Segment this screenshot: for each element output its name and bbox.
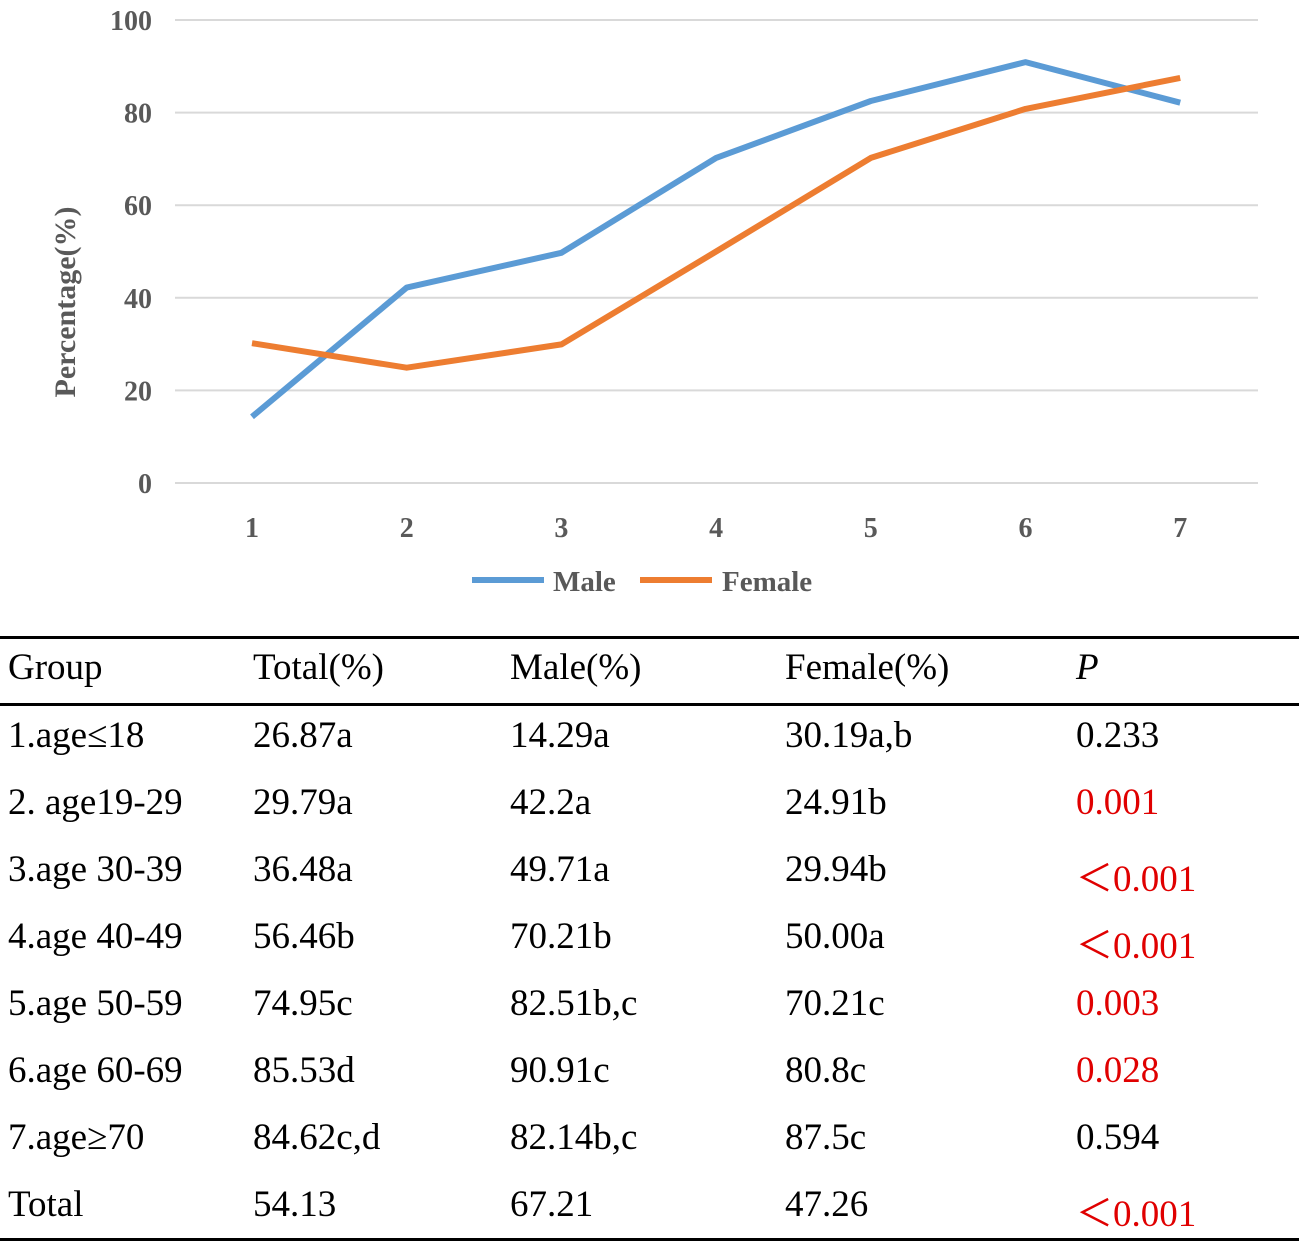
line-chart: 0 20 40 60 80 100 1 2 3 4 5 6 7 Percentage(%) Male F… — [49, 6, 1258, 598]
header-p: P — [1076, 647, 1099, 688]
x-tick-3: 3 — [554, 513, 568, 544]
y-tick-80: 80 — [124, 99, 152, 130]
cell-p: ＜0.001 — [1076, 926, 1197, 967]
header-female: Female(%) — [785, 647, 950, 688]
y-axis-ticks: 0 20 40 60 80 100 — [110, 6, 152, 500]
header-total: Total(%) — [253, 647, 384, 688]
cell-p: 0.001 — [1076, 782, 1160, 823]
header-group: Group — [8, 647, 103, 688]
cell-male: 82.14b,c — [510, 1117, 638, 1158]
x-tick-7: 7 — [1173, 513, 1187, 544]
cell-total: 54.13 — [253, 1184, 337, 1225]
x-tick-5: 5 — [864, 513, 878, 544]
cell-male: 49.71a — [510, 849, 610, 890]
cell-group: 4.age 40-49 — [8, 916, 183, 957]
cell-female: 24.91b — [785, 782, 887, 823]
legend: Male Female — [472, 566, 812, 598]
cell-group: 3.age 30-39 — [8, 849, 183, 890]
y-tick-0: 0 — [138, 469, 152, 500]
cell-male: 90.91c — [510, 1050, 610, 1091]
series-lines — [250, 59, 1181, 420]
header-male: Male(%) — [510, 647, 642, 688]
cell-male: 70.21b — [510, 916, 612, 957]
x-tick-6: 6 — [1019, 513, 1033, 544]
cell-p: 0.003 — [1076, 983, 1160, 1024]
table-top-rule — [0, 636, 1299, 639]
cell-p: ＜0.001 — [1076, 859, 1197, 900]
cell-total: 74.95c — [253, 983, 353, 1024]
series-line-male — [250, 59, 1181, 420]
cell-total: 29.79a — [253, 782, 353, 823]
cell-male: 67.21 — [510, 1184, 594, 1225]
table-header-rule — [0, 703, 1299, 706]
cell-group: 1.age≤18 — [8, 715, 145, 756]
cell-p: 0.028 — [1076, 1050, 1160, 1091]
table-bottom-rule — [0, 1238, 1299, 1241]
y-tick-100: 100 — [110, 6, 152, 37]
cell-p: 0.233 — [1076, 715, 1160, 756]
cell-female: 30.19a,b — [785, 715, 913, 756]
series-line-female — [251, 74, 1181, 371]
cell-total: 85.53d — [253, 1050, 355, 1091]
table-row: 4.age 40-49 56.46b 70.21b 50.00a ＜0.001 — [0, 907, 1299, 973]
y-tick-20: 20 — [124, 376, 152, 407]
cell-male: 82.51b,c — [510, 983, 638, 1024]
cell-group: 5.age 50-59 — [8, 983, 183, 1024]
y-tick-60: 60 — [124, 191, 152, 222]
x-tick-1: 1 — [245, 513, 259, 544]
table-row: 5.age 50-59 74.95c 82.51b,c 70.21c 0.003 — [0, 974, 1299, 1040]
cell-female: 47.26 — [785, 1184, 869, 1225]
cell-male: 14.29a — [510, 715, 610, 756]
legend-label-female: Female — [722, 566, 812, 598]
cell-group: 7.age≥70 — [8, 1117, 145, 1158]
cell-total: 56.46b — [253, 916, 355, 957]
cell-group: 2. age19-29 — [8, 782, 183, 823]
table-row: 1.age≤18 26.87a 14.29a 30.19a,b 0.233 — [0, 706, 1299, 772]
table-row: 6.age 60-69 85.53d 90.91c 80.8c 0.028 — [0, 1041, 1299, 1107]
x-axis-ticks: 1 2 3 4 5 6 7 — [245, 513, 1187, 544]
cell-total: 36.48a — [253, 849, 353, 890]
y-axis-label: Percentage(%) — [49, 206, 82, 397]
table-row: 7.age≥70 84.62c,d 82.14b,c 87.5c 0.594 — [0, 1108, 1299, 1174]
cell-group: Total — [8, 1184, 84, 1225]
cell-female: 70.21c — [785, 983, 885, 1024]
table-row: 3.age 30-39 36.48a 49.71a 29.94b ＜0.001 — [0, 840, 1299, 906]
table-header-row: Group Total(%) Male(%) Female(%) P — [0, 638, 1299, 704]
cell-female: 87.5c — [785, 1117, 867, 1158]
cell-male: 42.2a — [510, 782, 592, 823]
x-tick-2: 2 — [400, 513, 414, 544]
cell-female: 29.94b — [785, 849, 887, 890]
table-row: Total 54.13 67.21 47.26 ＜0.001 — [0, 1175, 1299, 1241]
cell-p: 0.594 — [1076, 1117, 1160, 1158]
cell-total: 26.87a — [253, 715, 353, 756]
x-tick-4: 4 — [709, 513, 723, 544]
cell-total: 84.62c,d — [253, 1117, 381, 1158]
legend-label-male: Male — [553, 566, 616, 598]
cell-p: ＜0.001 — [1076, 1194, 1197, 1235]
cell-group: 6.age 60-69 — [8, 1050, 183, 1091]
gridlines — [175, 19, 1258, 484]
cell-female: 80.8c — [785, 1050, 867, 1091]
cell-female: 50.00a — [785, 916, 885, 957]
table-row: 2. age19-29 29.79a 42.2a 24.91b 0.001 — [0, 773, 1299, 839]
y-tick-40: 40 — [124, 284, 152, 315]
